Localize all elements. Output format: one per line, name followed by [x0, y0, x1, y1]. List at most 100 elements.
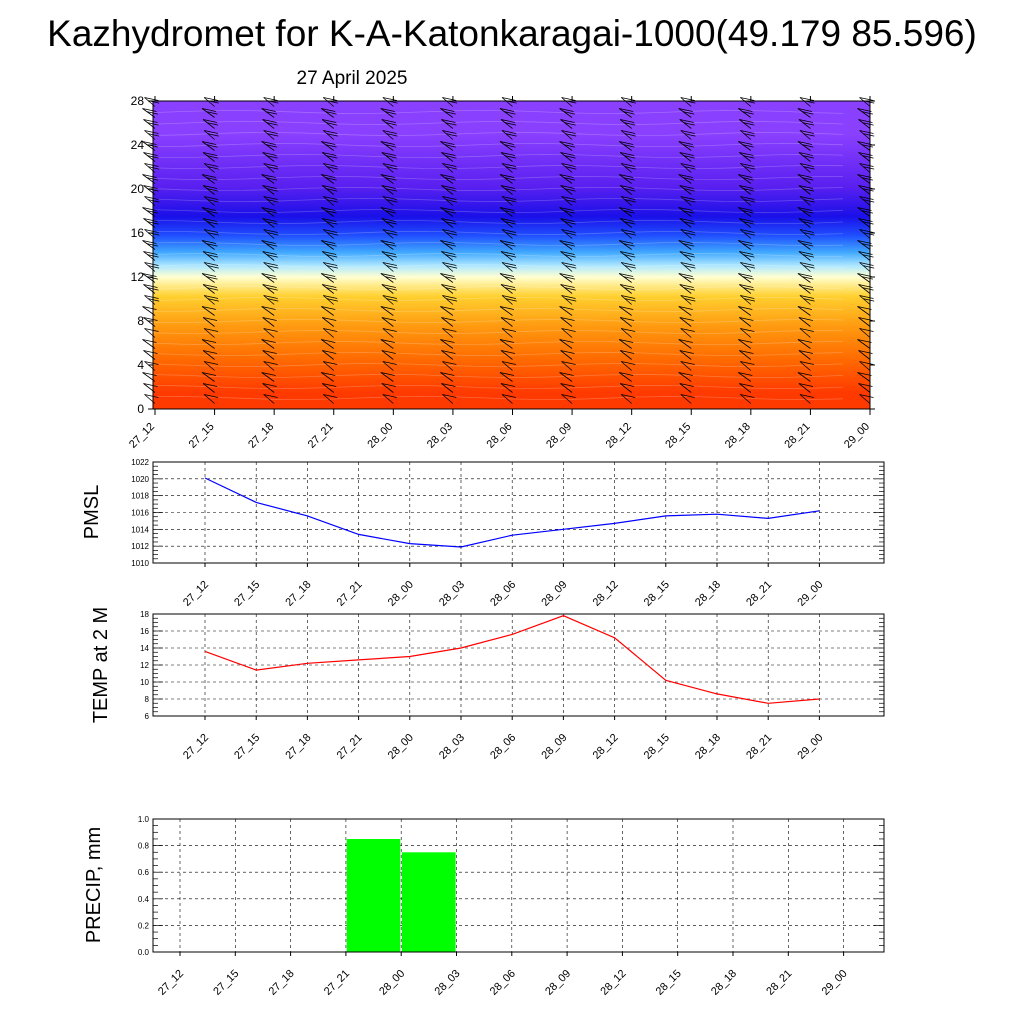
wind-barb-flag — [267, 166, 279, 170]
wind-barb — [322, 163, 335, 173]
wind-barb-flag — [261, 207, 276, 211]
wind-barb-flag — [325, 111, 337, 115]
wind-barb — [859, 97, 871, 107]
wind-barb-flag — [148, 199, 160, 203]
wind-barb-flag — [442, 97, 457, 101]
wind-barb — [858, 383, 871, 393]
wind-barb-flag — [263, 328, 278, 332]
wind-barb-flag — [326, 287, 338, 291]
wind-barb-flag — [738, 306, 753, 310]
wind-barb-flag — [862, 287, 874, 291]
wind-barb-flag — [559, 240, 574, 244]
wind-barb-flag — [265, 276, 278, 280]
wind-barb-flag — [262, 119, 277, 123]
wind-barb — [440, 174, 454, 184]
wind-barb-flag — [799, 130, 815, 134]
wind-barb-flag — [499, 339, 515, 343]
wind-barb-flag — [322, 251, 337, 255]
wind-barb-flag — [203, 196, 219, 200]
y-tick-label: 8 — [137, 314, 144, 328]
wind-barb-flag — [201, 207, 217, 211]
wind-barb — [322, 229, 335, 239]
wind-barb-flag — [144, 229, 159, 233]
wind-barb-flag — [380, 141, 395, 145]
wind-barb-flag — [798, 383, 814, 387]
wind-barb-flag — [563, 177, 576, 181]
wind-barb-flag — [619, 339, 634, 343]
wind-barb-flag — [802, 287, 815, 291]
x-tick-label: 27_21 — [306, 421, 336, 451]
x-tick-label: 27_21 — [322, 968, 352, 998]
wind-barb-flag — [380, 273, 395, 277]
wind-barb-flag — [440, 306, 455, 310]
wind-barb — [619, 119, 632, 129]
wind-barb-flag — [143, 185, 158, 189]
wind-barb-flag — [445, 122, 457, 126]
contour-line — [152, 241, 844, 247]
wind-barb-flag — [446, 166, 458, 170]
wind-barb — [858, 185, 871, 195]
wind-barb-flag — [386, 199, 398, 203]
wind-barb-flag — [504, 144, 516, 148]
wind-barb-flag — [743, 166, 756, 170]
wind-barb-flag — [444, 243, 456, 247]
wind-barb-flag — [325, 210, 337, 214]
wind-barb — [620, 229, 632, 239]
wind-barb — [560, 185, 573, 195]
x-tick-label: 28_00 — [386, 579, 416, 609]
wind-barb-flag — [323, 229, 338, 233]
wind-barb-flag — [738, 372, 753, 376]
x-tick-label: 28_18 — [709, 968, 739, 998]
wind-barb — [501, 163, 513, 173]
wind-barb-flag — [504, 287, 517, 291]
wind-barb — [561, 295, 573, 305]
wind-barb-flag — [385, 177, 397, 181]
wind-barb — [739, 152, 752, 162]
wind-barb-flag — [680, 229, 695, 233]
wind-barb-flag — [262, 317, 277, 321]
wind-barb — [322, 185, 334, 195]
wind-barb-flag — [678, 108, 693, 112]
wind-barb — [263, 328, 275, 338]
wind-barb-flag — [740, 262, 755, 266]
wind-barb — [382, 163, 394, 173]
wind-barb-flag — [680, 163, 695, 167]
x-tick-label: 29_00 — [842, 421, 872, 451]
wind-barb-flag — [321, 207, 336, 211]
wind-barb-flag — [620, 317, 635, 321]
wind-barb — [440, 108, 454, 118]
wind-barb-flag — [624, 265, 636, 269]
wind-barb-flag — [738, 108, 753, 112]
wind-barb — [203, 97, 215, 107]
wind-barb-flag — [678, 273, 693, 277]
x-tick-label: 28_12 — [591, 732, 621, 762]
wind-barb-flag — [386, 166, 398, 170]
wind-barb — [500, 185, 513, 195]
wind-barb — [857, 273, 871, 283]
wind-barb-flag — [207, 166, 219, 170]
wind-barb-flag — [504, 221, 517, 225]
wind-barb-flag — [440, 174, 455, 178]
wind-barb-flag — [565, 298, 577, 302]
wind-barb — [679, 383, 692, 393]
wind-barb-flag — [203, 97, 219, 101]
wind-barb — [501, 130, 513, 140]
wind-barb-flag — [203, 394, 219, 398]
wind-barb — [858, 119, 871, 129]
wind-barb-flag — [619, 372, 634, 376]
wind-barb-flag — [740, 163, 755, 167]
wind-barb-flag — [266, 287, 278, 291]
panel-frame — [152, 818, 885, 953]
x-tick-label: 28_03 — [425, 421, 455, 451]
wind-barb — [679, 185, 692, 195]
wind-barb-flag — [146, 210, 158, 214]
wind-barb-flag — [802, 144, 814, 148]
wind-barb — [501, 394, 513, 404]
wind-barb-flag — [146, 177, 158, 181]
wind-barb — [559, 108, 573, 118]
wind-barb — [261, 306, 275, 316]
y-tick-label: 16 — [131, 226, 145, 240]
wind-barb-flag — [203, 328, 219, 332]
wind-barb-flag — [326, 133, 339, 137]
wind-barb-flag — [563, 210, 576, 214]
